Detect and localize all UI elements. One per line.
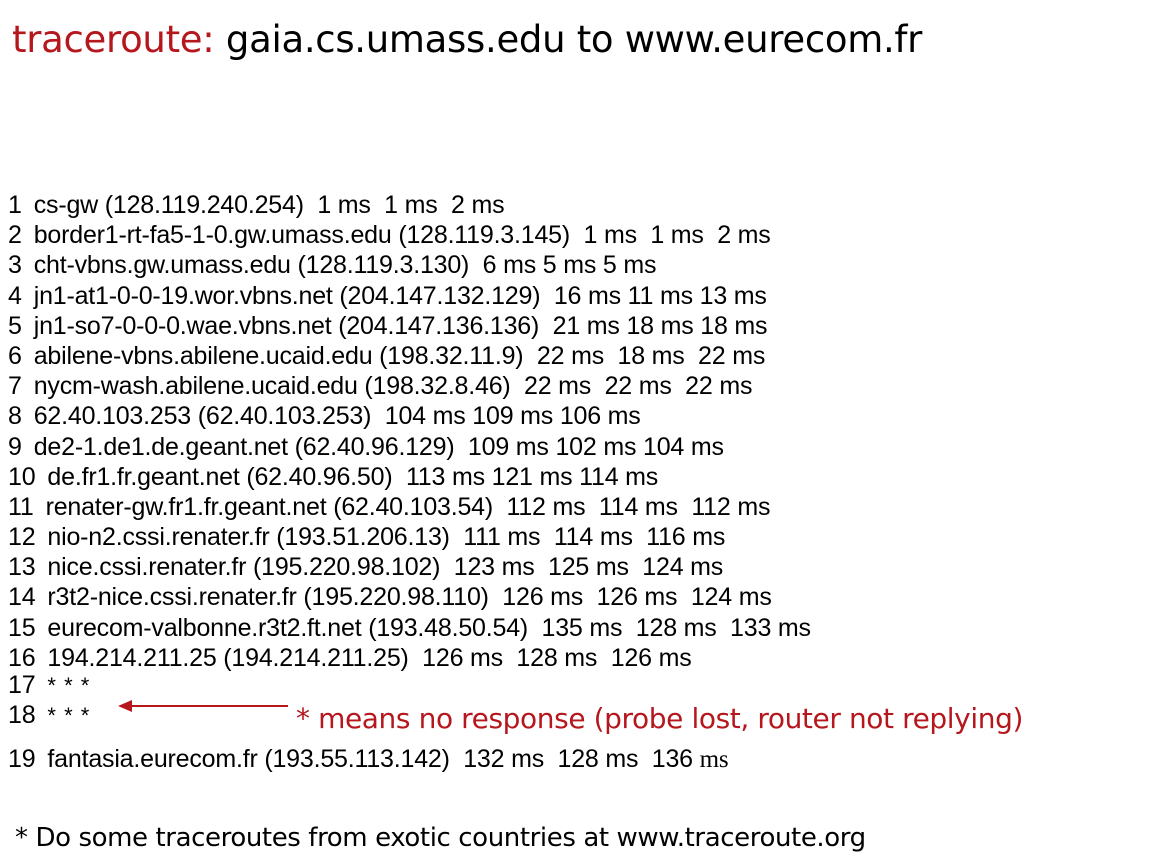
hop-number: 7 <box>8 372 22 401</box>
trace-line: 8 62.40.103.253 (62.40.103.253) 104 ms 10… <box>8 401 811 431</box>
hop-text: 62.40.103.253 (62.40.103.253) 104 ms 109… <box>33 402 641 431</box>
hop-number: 4 <box>8 281 22 310</box>
hop-number: 17 <box>8 671 36 699</box>
hop-number: 12 <box>8 523 36 552</box>
traceroute-output: 1 cs-gw (128.119.240.254) 1 ms 1 ms 2 ms … <box>8 190 811 774</box>
trace-line: 15 eurecom-valbonne.r3t2.ft.net (193.48.5… <box>8 613 811 643</box>
hop-number: 1 <box>8 191 22 219</box>
hop-number: 6 <box>8 341 22 370</box>
trace-line: 6 abilene-vbns.abilene.ucaid.edu (198.32.… <box>8 341 811 371</box>
hop-text: nycm-wash.abilene.ucaid.edu (198.32.8.46… <box>33 372 753 401</box>
trace-line: 11 renater-gw.fr1.fr.geant.net (62.40.103… <box>8 492 811 522</box>
hop-number: 2 <box>8 221 22 250</box>
hop-text: nio-n2.cssi.renater.fr (193.51.206.13) 1… <box>47 523 726 552</box>
hop-text: fantasia.eurecom.fr (193.55.113.142) 132… <box>47 745 700 773</box>
hop-text: abilene-vbns.abilene.ucaid.edu (198.32.1… <box>33 341 766 370</box>
trace-line-last: 19 fantasia.eurecom.fr (193.55.113.142) 1… <box>8 744 811 774</box>
hop-text: * * * <box>47 703 91 728</box>
hop-number: 16 <box>8 643 36 672</box>
hop-text: nice.cssi.renater.fr (195.220.98.102) 12… <box>47 553 724 582</box>
trace-line: 16 194.214.211.25 (194.214.211.25) 126 ms… <box>8 643 811 673</box>
hop-text: de2-1.de1.de.geant.net (62.40.96.129) 10… <box>33 432 724 461</box>
trace-line: 3 cht-vbns.gw.umass.edu (128.119.3.130) 6… <box>8 250 811 280</box>
trace-line: 7 nycm-wash.abilene.ucaid.edu (198.32.8.4… <box>8 371 811 401</box>
annotation-note: * means no response (probe lost, router … <box>296 702 1023 735</box>
hop-text: eurecom-valbonne.r3t2.ft.net (193.48.50.… <box>47 613 811 642</box>
trace-line: 5 jn1-so7-0-0-0.wae.vbns.net (204.147.136… <box>8 311 811 341</box>
hop-number: 9 <box>8 432 22 461</box>
slide-title: traceroute: gaia.cs.umass.edu to www.eur… <box>12 14 922 66</box>
footnote: * Do some traceroutes from exotic countr… <box>15 823 866 853</box>
hop-number: 11 <box>8 492 34 521</box>
hop-text: border1-rt-fa5-1-0.gw.umass.edu (128.119… <box>33 221 771 250</box>
hop-text: cs-gw (128.119.240.254) 1 ms 1 ms 2 ms <box>33 191 505 219</box>
trace-line: 2 border1-rt-fa5-1-0.gw.umass.edu (128.11… <box>8 220 811 250</box>
title-keyword: traceroute: <box>12 18 215 61</box>
hop-text: cht-vbns.gw.umass.edu (128.119.3.130) 6 … <box>33 251 657 280</box>
hop-number: 19 <box>8 745 36 773</box>
trace-line: 18 * * * <box>8 698 811 732</box>
hop-number: 3 <box>8 251 22 280</box>
hop-text: 194.214.211.25 (194.214.211.25) 126 ms 1… <box>47 643 692 672</box>
hop-text: jn1-so7-0-0-0.wae.vbns.net (204.147.136.… <box>33 311 768 340</box>
hop-text: renater-gw.fr1.fr.geant.net (62.40.103.5… <box>45 492 771 521</box>
arrow-left-icon <box>118 700 288 712</box>
hop-number: 13 <box>8 553 36 582</box>
trace-line: 4 jn1-at1-0-0-19.wor.vbns.net (204.147.13… <box>8 281 811 311</box>
hop-text: jn1-at1-0-0-19.wor.vbns.net (204.147.132… <box>33 281 767 310</box>
trace-line: 9 de2-1.de1.de.geant.net (62.40.96.129) 1… <box>8 432 811 462</box>
hop-text: * * * <box>47 673 91 698</box>
trace-line: 17 * * * <box>8 671 811 699</box>
hop-number: 15 <box>8 613 36 642</box>
hop-number: 14 <box>8 583 36 612</box>
trace-line: 13 nice.cssi.renater.fr (195.220.98.102) … <box>8 552 811 582</box>
trace-line: 10 de.fr1.fr.geant.net (62.40.96.50) 113 … <box>8 462 811 492</box>
trace-line: 14 r3t2-nice.cssi.renater.fr (195.220.98.… <box>8 582 811 612</box>
title-rest: gaia.cs.umass.edu to www.eurecom.fr <box>225 18 923 61</box>
hop-number: 18 <box>8 701 36 729</box>
hop-text-tail: ms <box>699 746 729 773</box>
hop-number: 8 <box>8 402 22 431</box>
hop-number: 5 <box>8 311 22 340</box>
hop-text: r3t2-nice.cssi.renater.fr (195.220.98.11… <box>47 583 772 612</box>
trace-line: 12 nio-n2.cssi.renater.fr (193.51.206.13)… <box>8 522 811 552</box>
trace-line: 1 cs-gw (128.119.240.254) 1 ms 1 ms 2 ms <box>8 190 811 220</box>
hop-text: de.fr1.fr.geant.net (62.40.96.50) 113 ms… <box>47 462 659 491</box>
hop-number: 10 <box>8 462 36 491</box>
